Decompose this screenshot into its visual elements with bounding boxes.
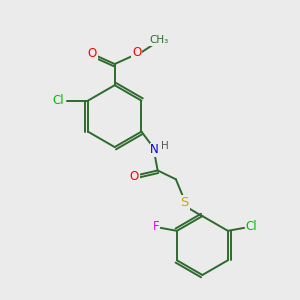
Text: Cl: Cl — [246, 220, 257, 233]
Text: Cl: Cl — [52, 94, 64, 107]
Text: N: N — [150, 143, 159, 156]
Text: H: H — [161, 141, 169, 151]
Text: O: O — [130, 170, 139, 183]
Text: O: O — [132, 46, 141, 59]
Text: CH₃: CH₃ — [150, 35, 169, 46]
Text: O: O — [88, 47, 97, 60]
Text: F: F — [152, 220, 159, 233]
Text: S: S — [181, 196, 189, 209]
